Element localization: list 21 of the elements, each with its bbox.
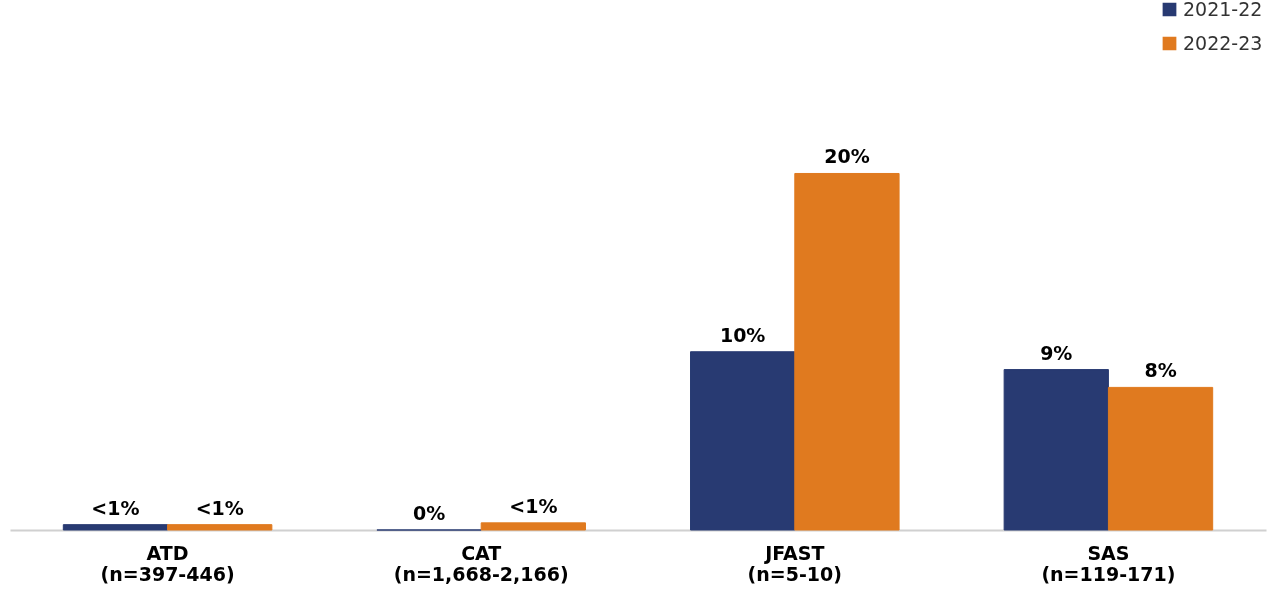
bar: [480, 522, 586, 531]
bar: [167, 524, 273, 531]
data-label: <1%: [195, 496, 244, 519]
bar: [1003, 369, 1109, 531]
data-label: 10%: [719, 323, 766, 346]
x-tick-label: CAT (n=1,668-2,166): [393, 541, 569, 585]
x-tick-label: JFAST (n=5-10): [747, 541, 842, 585]
data-label: <1%: [509, 494, 558, 517]
x-tick-label: SAS (n=119-171): [1041, 541, 1176, 585]
data-label: 9%: [1040, 341, 1073, 364]
data-label: 0%: [412, 502, 446, 524]
bar: [62, 524, 169, 531]
bar: [1107, 386, 1214, 531]
legend-label: 2022-23: [1183, 31, 1263, 54]
bar: [794, 172, 900, 531]
data-label: 8%: [1144, 359, 1177, 382]
bar: [690, 351, 796, 531]
x-tick-label: ATD (n=397-446): [100, 541, 235, 585]
legend-label: 2021-22: [1183, 0, 1263, 20]
data-label: 20%: [824, 145, 870, 168]
data-label: <1%: [91, 496, 140, 519]
